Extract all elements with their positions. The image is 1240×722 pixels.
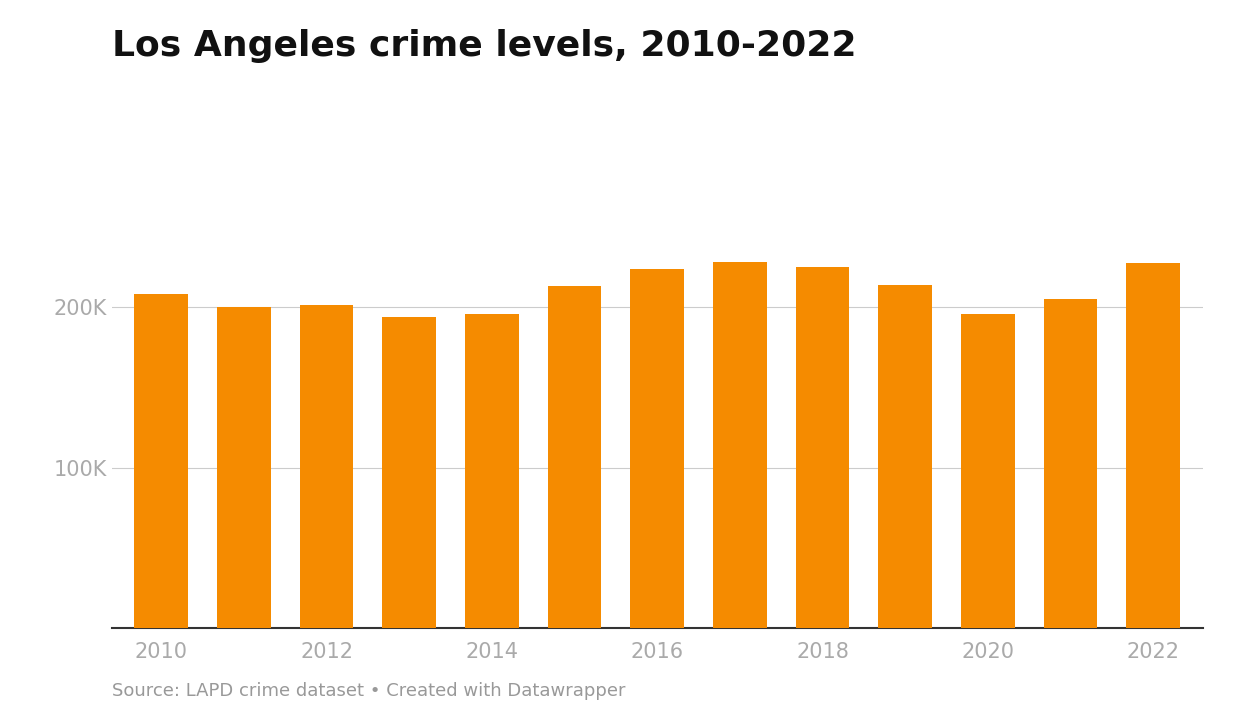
Bar	[630, 269, 684, 628]
Bar	[713, 261, 766, 628]
Text: Los Angeles crime levels, 2010-2022: Los Angeles crime levels, 2010-2022	[112, 29, 856, 63]
Bar	[134, 295, 188, 628]
Bar	[1126, 263, 1180, 628]
Bar	[796, 267, 849, 628]
Bar	[382, 317, 436, 628]
Bar	[961, 315, 1014, 628]
Bar	[217, 308, 270, 628]
Bar	[1044, 299, 1097, 628]
Bar	[548, 287, 601, 628]
Bar	[878, 284, 932, 628]
Bar	[465, 313, 518, 628]
Bar	[300, 305, 353, 628]
Text: Source: LAPD crime dataset • Created with Datawrapper: Source: LAPD crime dataset • Created wit…	[112, 682, 625, 700]
